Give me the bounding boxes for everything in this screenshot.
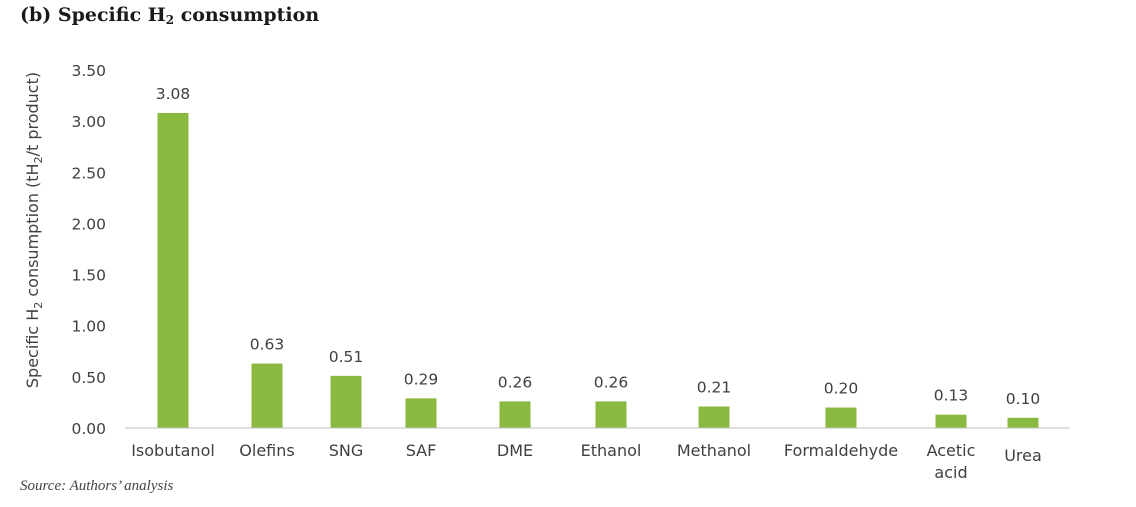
y-tick-label: 2.50: [71, 164, 106, 182]
x-category-label: acid: [934, 463, 967, 482]
chart-title: (b) Specific H2 consumption: [20, 4, 320, 27]
svg-text:Specific H2 consumption (tH2/: Specific H2 consumption (tH2/t product): [23, 72, 45, 388]
y-tick-label: 0.00: [71, 420, 106, 438]
data-label: 3.08: [156, 85, 191, 103]
data-label: 0.10: [1006, 390, 1041, 408]
y-tick-label: 2.00: [71, 215, 106, 233]
data-label: 0.26: [594, 373, 629, 391]
x-category-label: Acetic: [927, 441, 976, 460]
x-category-label: Ethanol: [581, 441, 642, 460]
bar: [825, 407, 857, 428]
x-category-label: SNG: [329, 441, 364, 460]
bar: [405, 398, 437, 428]
bar: [595, 401, 627, 428]
x-category-label: Methanol: [677, 441, 751, 460]
data-label: 0.51: [329, 348, 364, 366]
bar: [499, 401, 531, 428]
y-tick-label: 0.50: [71, 369, 106, 387]
data-label: 0.29: [404, 370, 439, 388]
source-note: Source: Authors’ analysis: [20, 478, 174, 494]
y-tick-label: 1.00: [71, 318, 106, 336]
y-tick-label: 3.00: [71, 113, 106, 131]
x-category-label: Formaldehyde: [784, 441, 898, 460]
x-category-label: DME: [497, 441, 533, 460]
bar: [157, 112, 189, 429]
y-axis-label: Specific H2 consumption (tH2/t product): [23, 72, 45, 388]
bar: [330, 375, 362, 428]
x-category-label: Olefins: [239, 441, 294, 460]
bar: [251, 363, 283, 428]
y-tick-label: 3.50: [71, 62, 106, 80]
bar: [698, 406, 730, 428]
data-label: 0.26: [498, 373, 533, 391]
data-label: 0.13: [934, 387, 969, 405]
y-tick-label: 1.50: [71, 267, 106, 285]
data-label: 0.63: [250, 336, 285, 354]
bar: [1007, 417, 1039, 428]
x-category-label: SAF: [406, 441, 437, 460]
data-label: 0.20: [824, 380, 859, 398]
x-category-label: Isobutanol: [131, 441, 215, 460]
bar: [935, 414, 967, 428]
data-label: 0.21: [697, 379, 732, 397]
x-category-label: Urea: [1004, 446, 1042, 465]
